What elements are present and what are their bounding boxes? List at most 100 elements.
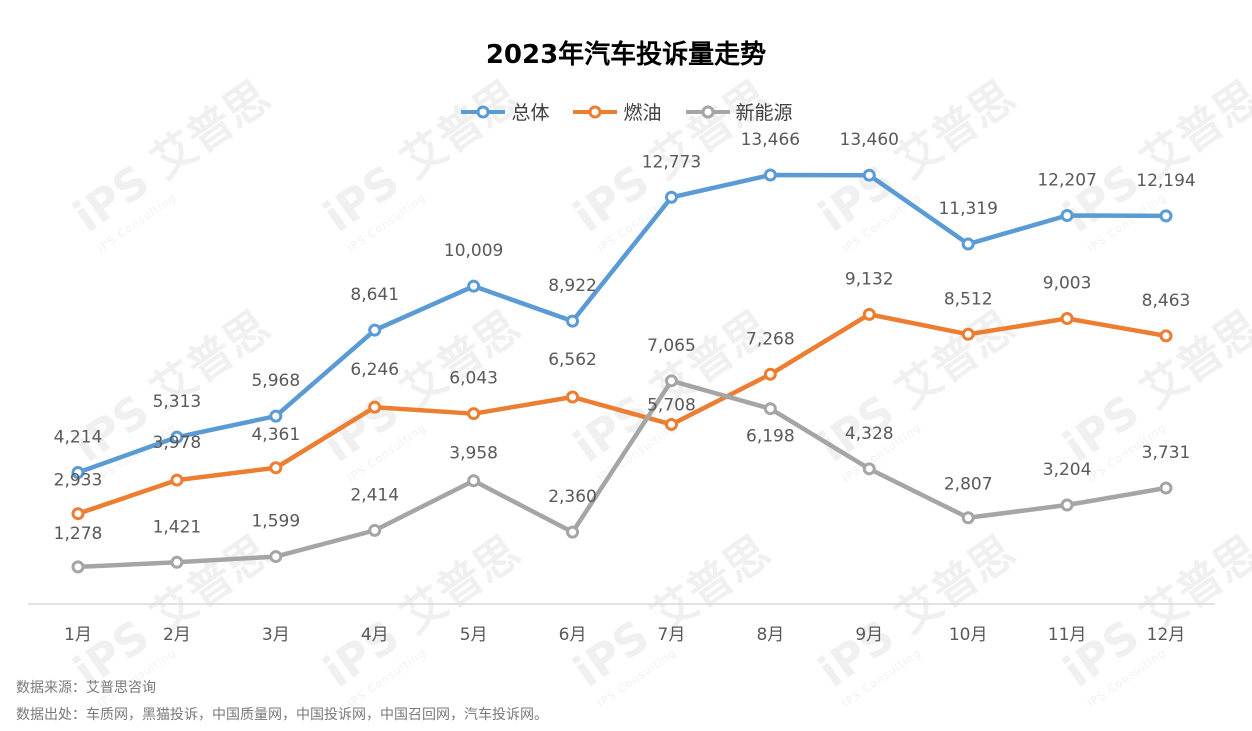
chart-title: 2023年汽车投诉量走势 bbox=[485, 40, 767, 70]
x-tick-label: 2月 bbox=[163, 625, 191, 645]
data-label: 7,268 bbox=[746, 329, 795, 349]
data-label: 6,198 bbox=[746, 427, 795, 447]
data-label: 1,278 bbox=[54, 524, 103, 544]
series-nev bbox=[71, 374, 1173, 574]
data-label: 9,132 bbox=[845, 269, 894, 289]
data-label: 8,641 bbox=[350, 285, 399, 305]
x-tick-label: 11月 bbox=[1048, 625, 1087, 645]
data-label: 4,328 bbox=[845, 424, 894, 444]
data-label: 3,731 bbox=[1142, 443, 1191, 463]
data-label: 3,958 bbox=[449, 444, 498, 464]
series-line bbox=[77, 312, 1167, 516]
legend-swatch-total bbox=[461, 105, 506, 118]
data-label: 5,313 bbox=[153, 392, 202, 412]
data-point bbox=[71, 465, 85, 479]
data-label: 11,319 bbox=[938, 199, 997, 219]
data-point bbox=[368, 400, 382, 414]
data-point bbox=[1060, 312, 1074, 326]
data-point bbox=[566, 390, 580, 404]
x-tick-label: 7月 bbox=[658, 625, 686, 645]
data-label: 3,204 bbox=[1043, 460, 1092, 480]
legend-label-nev: 新能源 bbox=[735, 102, 793, 124]
data-label: 4,214 bbox=[54, 427, 103, 447]
data-label: 2,807 bbox=[944, 475, 993, 495]
data-point bbox=[71, 560, 85, 574]
data-point bbox=[269, 461, 283, 475]
data-label: 2,360 bbox=[548, 487, 597, 507]
x-tick-labels: 1月 2月 3月 4月 5月 6月 7月 8月 9月 10月 11月 12月 bbox=[64, 625, 1185, 645]
data-point bbox=[1159, 329, 1173, 343]
data-point bbox=[269, 550, 283, 564]
data-label: 6,562 bbox=[548, 350, 597, 370]
x-tick-label: 3月 bbox=[262, 625, 290, 645]
data-point bbox=[664, 374, 678, 388]
data-point bbox=[1159, 481, 1173, 495]
data-origin-note: 数据出处：车质网，黑猫投诉，中国质量网，中国投诉网，中国召回网，汽车投诉网。 bbox=[16, 707, 548, 723]
x-tick-label: 12月 bbox=[1147, 625, 1186, 645]
data-point bbox=[961, 327, 975, 341]
data-point bbox=[961, 511, 975, 525]
data-label: 10,009 bbox=[444, 241, 503, 261]
data-label: 5,708 bbox=[647, 395, 696, 415]
x-tick-label: 4月 bbox=[361, 625, 389, 645]
data-point bbox=[368, 323, 382, 337]
data-point bbox=[664, 417, 678, 431]
data-label: 7,065 bbox=[647, 336, 696, 356]
data-label: 8,512 bbox=[944, 289, 993, 309]
data-point bbox=[1060, 498, 1074, 512]
data-point bbox=[862, 462, 876, 476]
data-point bbox=[763, 402, 777, 416]
legend: 总体 燃油 新能源 bbox=[0, 98, 1252, 125]
data-point bbox=[566, 314, 580, 328]
legend-swatch-fuel bbox=[573, 105, 618, 118]
data-point bbox=[664, 190, 678, 204]
data-point bbox=[467, 474, 481, 488]
data-label: 13,460 bbox=[840, 130, 899, 150]
data-label: 12,207 bbox=[1037, 170, 1096, 190]
data-point bbox=[170, 555, 184, 569]
series-line bbox=[77, 378, 1167, 570]
data-source-note: 数据来源：艾普思咨询 bbox=[16, 680, 156, 696]
data-point bbox=[467, 407, 481, 421]
x-tick-label: 8月 bbox=[756, 625, 784, 645]
data-label: 4,361 bbox=[251, 425, 300, 445]
series-layer: 4,214 5,313 5,968 8,641 10,009 8,922 12,773 13,… bbox=[54, 130, 1196, 574]
data-label: 9,003 bbox=[1043, 274, 1092, 294]
legend-swatch-nev bbox=[685, 105, 730, 118]
data-label: 5,968 bbox=[251, 371, 300, 391]
data-point bbox=[862, 307, 876, 321]
data-label: 1,421 bbox=[153, 517, 202, 537]
data-point bbox=[170, 430, 184, 444]
data-point bbox=[170, 473, 184, 487]
data-label: 8,922 bbox=[548, 276, 597, 296]
x-tick-label: 1月 bbox=[64, 625, 92, 645]
data-point bbox=[862, 168, 876, 182]
data-label: 6,246 bbox=[350, 360, 399, 380]
x-tick-label: 9月 bbox=[855, 625, 883, 645]
data-label: 12,194 bbox=[1136, 171, 1195, 191]
data-point bbox=[1060, 208, 1074, 222]
x-tick-label: 5月 bbox=[460, 625, 488, 645]
legend-item-fuel: 燃油 bbox=[571, 98, 662, 125]
data-point bbox=[467, 279, 481, 293]
series-fuel bbox=[71, 307, 1173, 521]
data-label: 12,773 bbox=[642, 152, 701, 172]
data-label: 6,043 bbox=[449, 369, 498, 389]
data-label: 2,933 bbox=[54, 471, 103, 491]
series-total bbox=[71, 168, 1173, 479]
data-point bbox=[269, 409, 283, 423]
data-label: 3,978 bbox=[153, 433, 202, 453]
x-tick-label: 10月 bbox=[949, 625, 988, 645]
data-point bbox=[368, 523, 382, 537]
data-point bbox=[763, 367, 777, 381]
legend-label-total: 总体 bbox=[511, 102, 550, 124]
data-label: 2,414 bbox=[350, 485, 399, 505]
data-point bbox=[1159, 209, 1173, 223]
data-label: 1,599 bbox=[251, 512, 300, 532]
legend-item-nev: 新能源 bbox=[684, 98, 793, 125]
legend-label-fuel: 燃油 bbox=[623, 102, 662, 124]
data-point bbox=[566, 525, 580, 539]
data-point bbox=[71, 507, 85, 521]
data-label: 13,466 bbox=[741, 130, 800, 150]
